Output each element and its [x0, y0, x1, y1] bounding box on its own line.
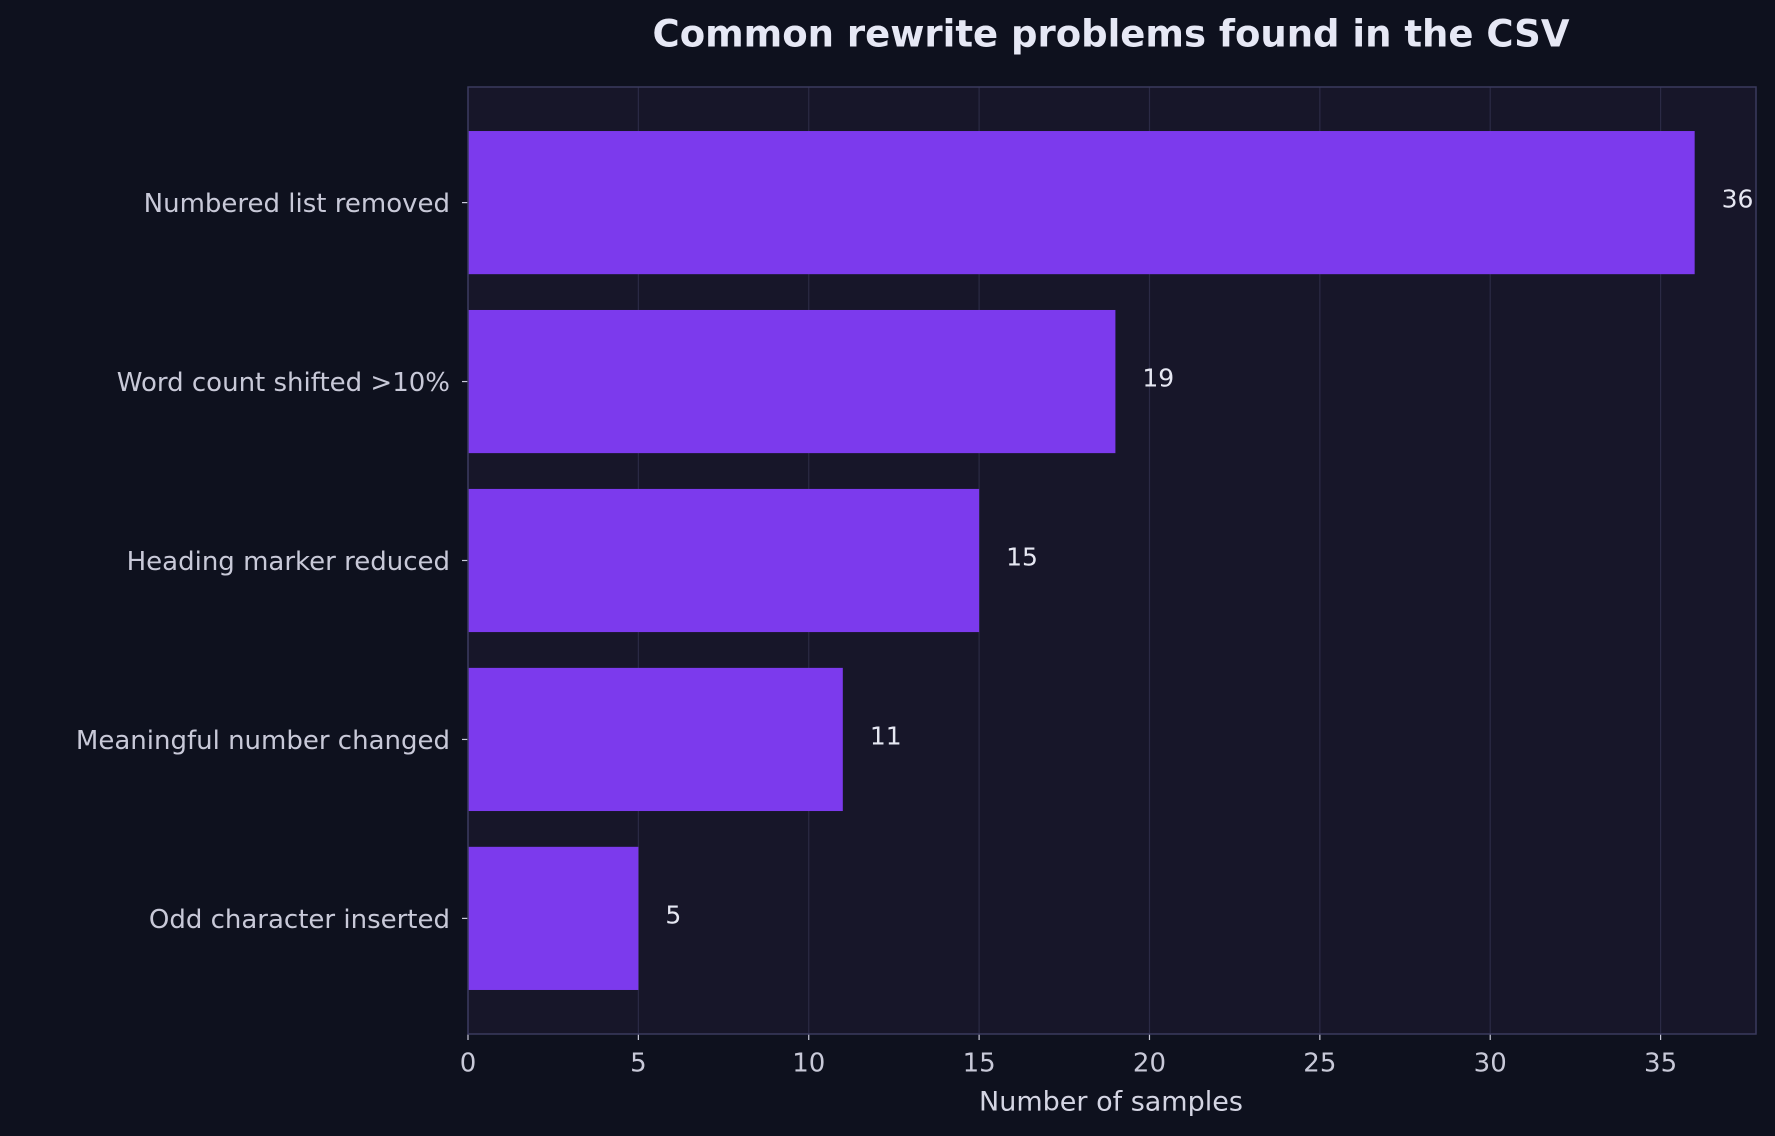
x-tick-label: 10 [792, 1049, 825, 1079]
x-tick-label: 0 [460, 1049, 477, 1079]
bar [468, 667, 843, 812]
y-tick-label: Meaningful number changed [76, 726, 450, 756]
value-label: 15 [1006, 543, 1038, 572]
plot-frame [467, 86, 1757, 1035]
chart-title: Common rewrite problems found in the CSV [653, 13, 1570, 56]
x-axis-label: Number of samples [979, 1087, 1243, 1118]
y-tick-label: Heading marker reduced [127, 547, 450, 577]
x-tick-label: 35 [1644, 1049, 1677, 1079]
bar [468, 131, 1695, 275]
x-tick-label: 15 [963, 1049, 996, 1079]
y-tick-label: Numbered list removed [144, 189, 450, 219]
x-tick-label: 25 [1303, 1049, 1336, 1079]
value-label: 19 [1142, 364, 1174, 393]
x-tick-label: 20 [1133, 1049, 1166, 1079]
bar [468, 488, 980, 633]
value-label: 5 [665, 900, 681, 929]
x-tick-label: 30 [1474, 1049, 1507, 1079]
value-label: 11 [870, 721, 902, 750]
y-tick-label: Word count shifted >10% [117, 368, 450, 398]
value-label: 36 [1722, 185, 1754, 214]
bar [468, 309, 1116, 454]
bar [468, 846, 639, 990]
y-tick-label: Odd character inserted [149, 905, 450, 935]
x-tick-label: 5 [630, 1049, 647, 1079]
